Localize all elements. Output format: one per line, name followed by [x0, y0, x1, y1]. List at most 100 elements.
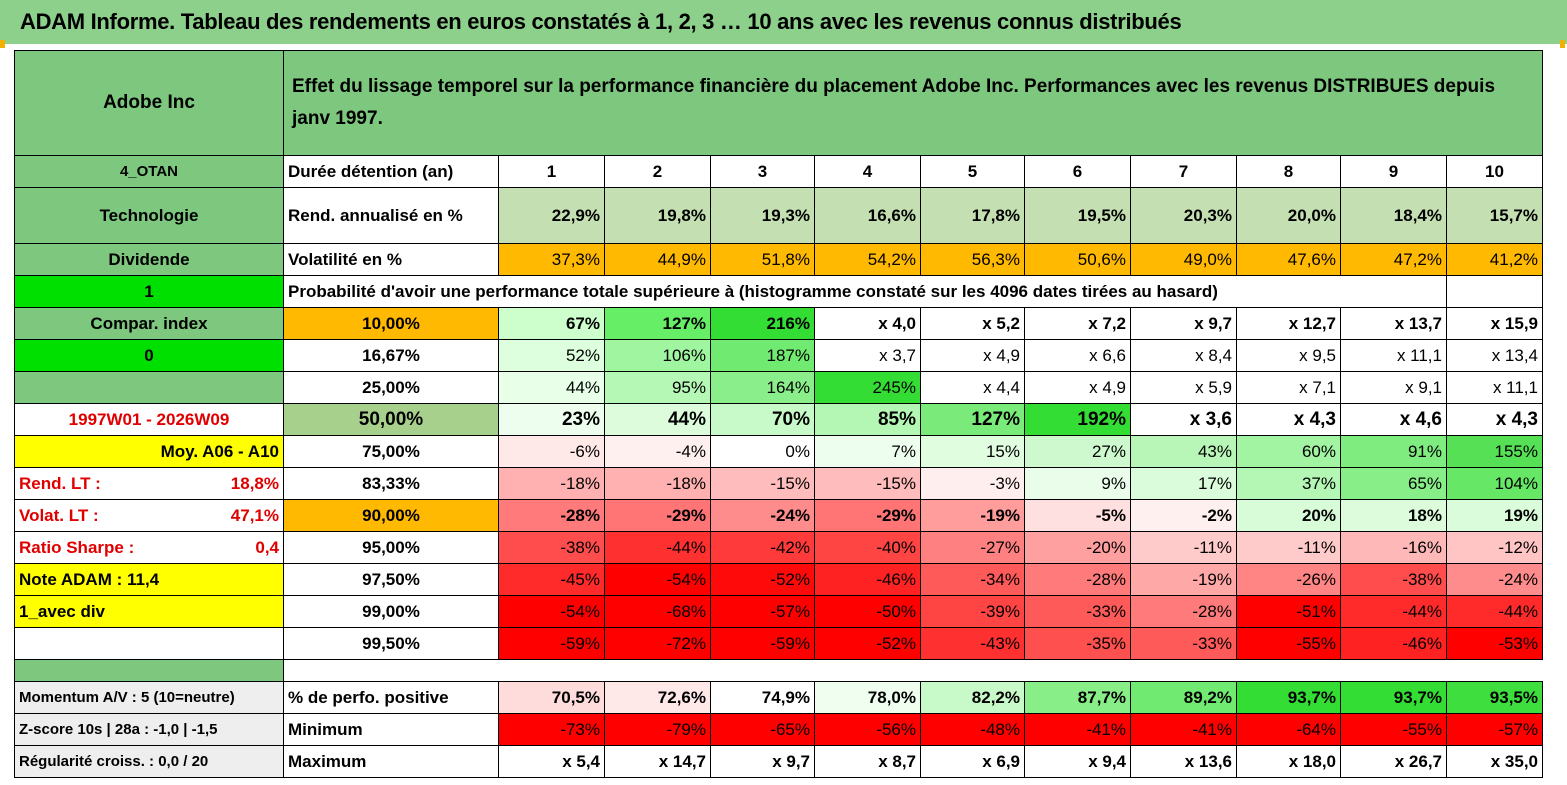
probability-value: -11%: [1236, 531, 1341, 564]
maximum-value: x 35,0: [1446, 745, 1543, 778]
probability-value: 164%: [710, 371, 815, 404]
maximum-value: x 9,7: [710, 745, 815, 778]
probability-value: 60%: [1236, 435, 1341, 468]
table-row: Note ADAM : 11,4 97,50% -45% -54% -52% -46% -3…: [14, 563, 1543, 596]
probability-value: 27%: [1024, 435, 1131, 468]
positive-rate: 70,5%: [498, 681, 605, 714]
probability-value: 37%: [1236, 467, 1341, 500]
probability-value: 127%: [920, 403, 1025, 436]
spacer-left: [14, 659, 284, 682]
spacer: [284, 660, 1543, 682]
table-row: Volat. LT :47,1% 90,00% -28% -29% -24% -29% -1…: [14, 499, 1543, 532]
volatility-value: 54,2%: [814, 243, 921, 276]
probability-value: x 5,2: [920, 307, 1025, 340]
probability-value: -16%: [1340, 531, 1447, 564]
probability-value: -27%: [920, 531, 1025, 564]
table-row: 99,50% -59% -72% -59% -52% -43% -35% -33% -55% -4…: [14, 627, 1543, 660]
probability-value: 85%: [814, 403, 921, 436]
flag-one: 1: [14, 275, 284, 308]
probability-value: 23%: [498, 403, 605, 436]
probability-threshold: 10,00%: [283, 307, 499, 340]
annual-return: 15,7%: [1446, 187, 1543, 244]
empty-cell: [1446, 275, 1543, 308]
probability-value: 44%: [498, 371, 605, 404]
probability-value: -2%: [1130, 499, 1237, 532]
maximum-value: x 18,0: [1236, 745, 1341, 778]
stock-name: Adobe Inc: [14, 50, 284, 156]
probability-value: x 13,4: [1446, 339, 1543, 372]
probability-value: x 4,9: [920, 339, 1025, 372]
probability-value: x 4,6: [1340, 403, 1447, 436]
probability-value: -38%: [1340, 563, 1447, 596]
annual-return: 19,3%: [710, 187, 815, 244]
probability-value: -19%: [1130, 563, 1237, 596]
annual-return: 20,3%: [1130, 187, 1237, 244]
probability-value: -72%: [604, 627, 711, 660]
table-row: 4_OTAN Durée détention (an) 1 2 3 4 5 6 7 8 9 10: [14, 155, 1543, 188]
probability-value: 104%: [1446, 467, 1543, 500]
sharpe-ratio-value: 0,4: [255, 537, 279, 557]
probability-caption: Probabilité d'avoir une performance tota…: [283, 275, 1447, 308]
minimum-value: -79%: [604, 713, 711, 746]
compar-index: Compar. index: [14, 307, 284, 340]
probability-value: -6%: [498, 435, 605, 468]
probability-value: 9%: [1024, 467, 1131, 500]
year-header: 9: [1340, 155, 1447, 188]
year-header: 7: [1130, 155, 1237, 188]
probability-value: 52%: [498, 339, 605, 372]
probability-value: x 15,9: [1446, 307, 1543, 340]
probability-value: 91%: [1340, 435, 1447, 468]
probability-value: x 4,0: [814, 307, 921, 340]
zscore-label: Z-score 10s | 28a : -1,0 | -1,5: [14, 713, 284, 746]
maximum-value: x 8,7: [814, 745, 921, 778]
minimum-value: -57%: [1446, 713, 1543, 746]
probability-threshold: 95,00%: [283, 531, 499, 564]
probability-value: -45%: [498, 563, 605, 596]
dividend-mode: 1_avec div: [14, 595, 284, 628]
probability-value: x 12,7: [1236, 307, 1341, 340]
probability-value: x 4,9: [1024, 371, 1131, 404]
probability-value: -59%: [710, 627, 815, 660]
table-row: Moy. A06 - A10 75,00% -6% -4% 0% 7% 15% 27% 43% 6…: [14, 435, 1543, 468]
probability-value: -40%: [814, 531, 921, 564]
maximum-value: x 13,6: [1130, 745, 1237, 778]
table-row: Ratio Sharpe :0,4 95,00% -38% -44% -42% -40% -…: [14, 531, 1543, 564]
probability-value: -68%: [604, 595, 711, 628]
probability-value: -26%: [1236, 563, 1341, 596]
probability-value: x 11,1: [1446, 371, 1543, 404]
table-row: Rend. LT :18,8% 83,33% -18% -18% -15% -15% -3%…: [14, 467, 1543, 500]
annual-return: 22,9%: [498, 187, 605, 244]
table-row: 1997W01 - 2026W09 50,00% 23% 44% 70% 85% 127% 1…: [14, 403, 1543, 436]
volatility-value: 50,6%: [1024, 243, 1131, 276]
period-label: 1997W01 - 2026W09: [14, 403, 284, 436]
probability-value: 20%: [1236, 499, 1341, 532]
flag-zero: 0: [14, 339, 284, 372]
probability-value: x 7,1: [1236, 371, 1341, 404]
probability-value: -44%: [1340, 595, 1447, 628]
probability-threshold: 16,67%: [283, 339, 499, 372]
probability-value: x 5,9: [1130, 371, 1237, 404]
probability-threshold: 99,50%: [283, 627, 499, 660]
sharpe-ratio-label: Ratio Sharpe :: [19, 537, 135, 557]
probability-value: x 4,3: [1236, 403, 1341, 436]
table-row: 1 Probabilité d'avoir une performance tot…: [14, 275, 1543, 308]
probability-threshold: 75,00%: [283, 435, 499, 468]
probability-value: 19%: [1446, 499, 1543, 532]
annual-return: 19,5%: [1024, 187, 1131, 244]
probability-value: 187%: [710, 339, 815, 372]
probability-value: -42%: [710, 531, 815, 564]
probability-value: -28%: [1024, 563, 1131, 596]
minimum-value: -41%: [1130, 713, 1237, 746]
probability-value: 155%: [1446, 435, 1543, 468]
positive-rate: 93,7%: [1340, 681, 1447, 714]
probability-value: 67%: [498, 307, 605, 340]
minimum-value: -48%: [920, 713, 1025, 746]
probability-value: -54%: [604, 563, 711, 596]
year-header: 4: [814, 155, 921, 188]
corner-marker: [1560, 40, 1565, 48]
long-term-volatility-value: 47,1%: [230, 505, 279, 525]
probability-value: -52%: [710, 563, 815, 596]
volatility-label: Volatilité en %: [283, 243, 499, 276]
performance-table: Adobe Inc Effet du lissage temporel sur l…: [14, 50, 1543, 778]
table-row: 0 16,67% 52% 106% 187% x 3,7 x 4,9 x 6,6 x 8,4 x …: [14, 339, 1543, 372]
